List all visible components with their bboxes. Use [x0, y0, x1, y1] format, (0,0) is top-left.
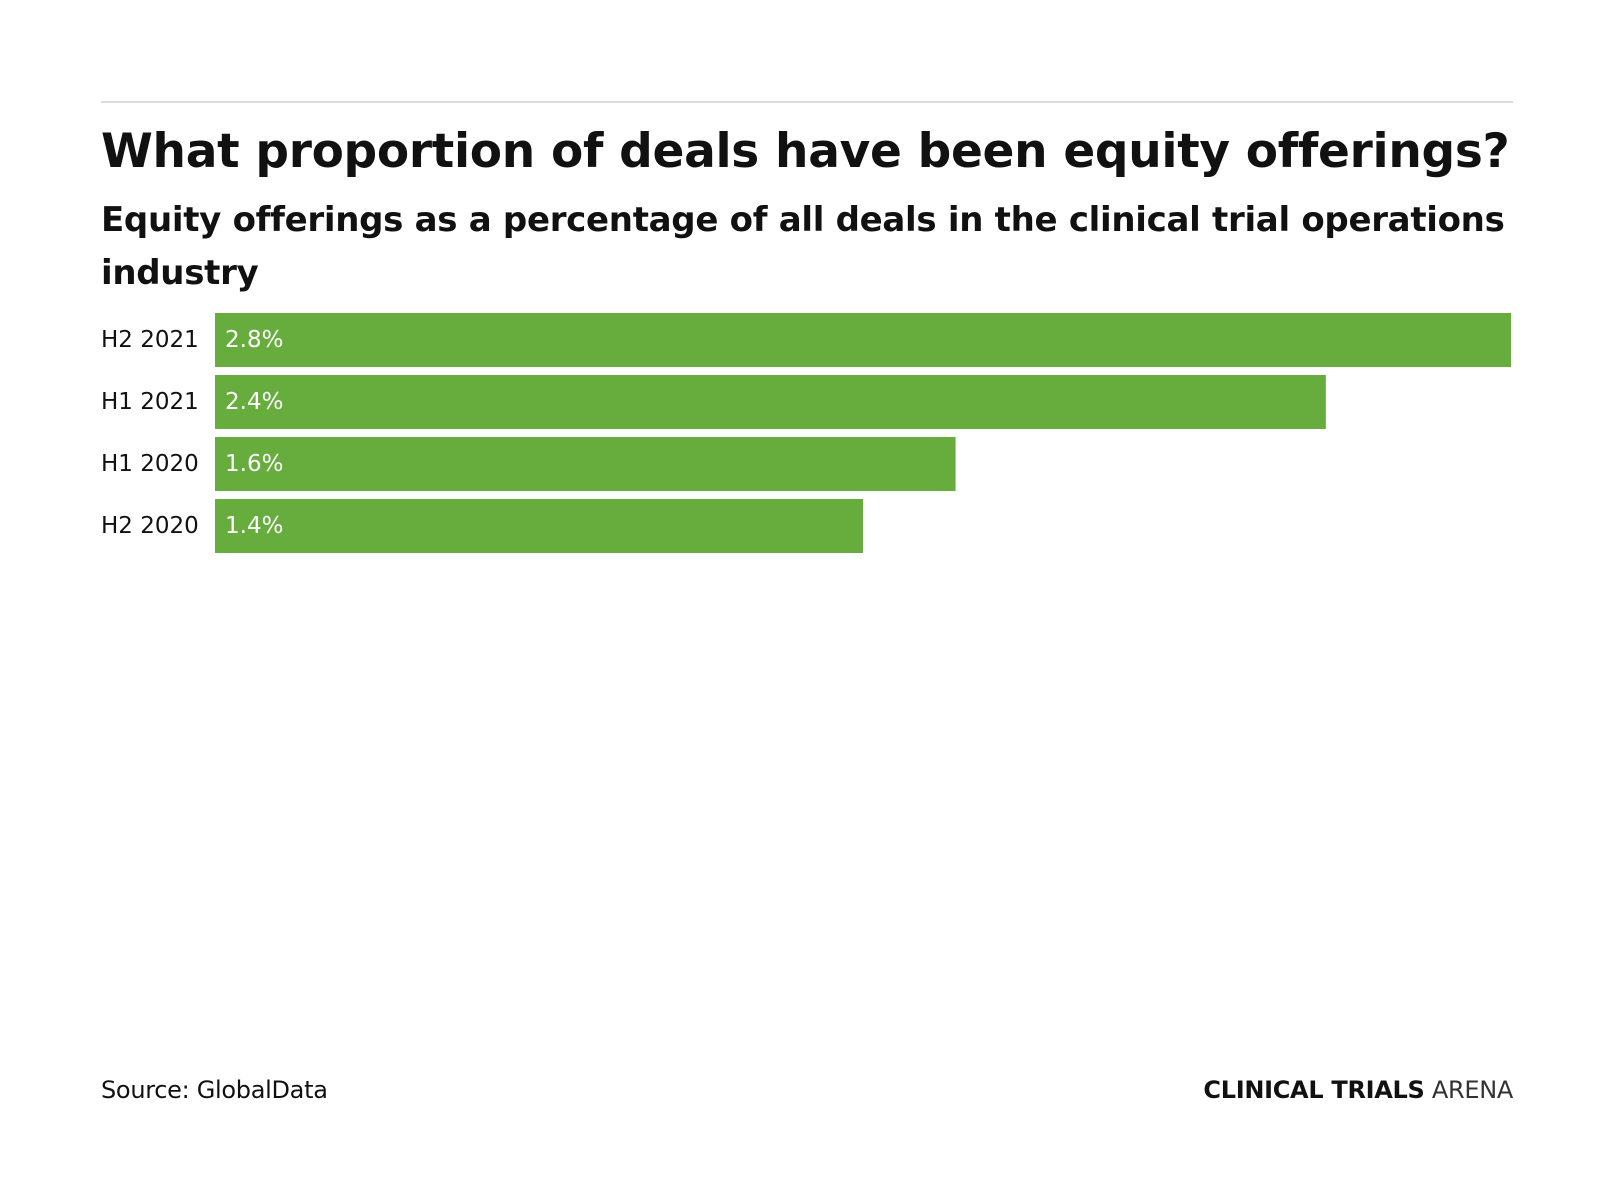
category-label: H1 2021: [101, 389, 199, 415]
source-note: Source: GlobalData: [101, 1076, 328, 1104]
bar-h1-2020: [215, 437, 956, 491]
chart-title: What proportion of deals have been equit…: [101, 124, 1510, 179]
category-label: H2 2021: [101, 327, 199, 353]
category-label: H1 2020: [101, 451, 199, 477]
bar-h2-2021: [215, 313, 1511, 367]
value-label: 2.8%: [225, 327, 283, 353]
bar-h1-2021: [215, 375, 1326, 429]
value-label: 2.4%: [225, 389, 283, 415]
chart-subtitle: Equity offerings as a percentage of all …: [101, 200, 1505, 293]
value-label: 1.4%: [225, 513, 283, 539]
value-label: 1.6%: [225, 451, 283, 477]
bar-h2-2020: [215, 499, 863, 553]
category-label: H2 2020: [101, 513, 199, 539]
brand-logo: CLINICAL TRIALS ARENA: [1203, 1075, 1513, 1105]
brand-name-bold: CLINICAL TRIALS: [1203, 1076, 1425, 1104]
brand-name-light: ARENA: [1431, 1076, 1513, 1104]
top-divider: [101, 101, 1513, 103]
